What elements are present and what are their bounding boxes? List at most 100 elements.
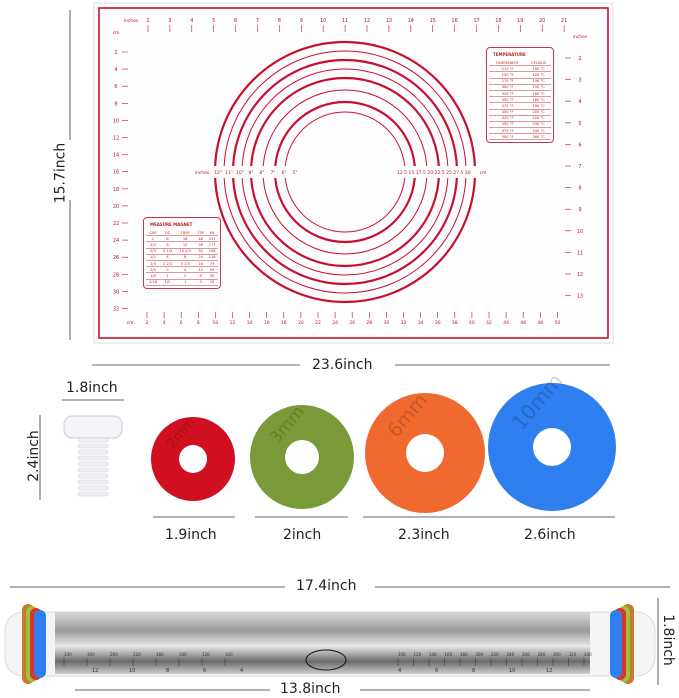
table-cell: 475 °F [489,127,527,135]
spacer-ring-hole [406,434,444,472]
spacer-ring-hole [179,445,207,473]
temperature-title: TEMPERATURE [493,52,526,57]
ruler-tick-label: 10 [320,18,326,24]
circle-cm-label: 25 [446,170,452,176]
table-cell: 4 [175,266,195,274]
pin-scale-label: 140 [429,652,437,657]
ruler-tick-label: 22 [315,320,321,326]
ruler-tick-label: 18 [495,18,501,24]
ruler-tick-label: 26 [349,320,355,326]
temperature-row: 475 °F 240 °C [489,127,551,135]
ruler-tick-label: 21 [561,18,567,24]
temperature-table: TEMPERATURE FAHRENHEIT CELSIUS 212 °F 100 °… [486,47,554,144]
ruler-tick-label: 5 [212,18,215,24]
ruler-tick-label: 8 [278,18,281,24]
temperature-row: 400 °F 200 °C [489,109,551,116]
mat-height-label: 15.7inch [52,142,69,204]
table-cell: 240 °C [526,127,551,135]
table-cell: 375 °F [489,102,527,110]
ruler-tick-label: 32 [113,307,119,313]
ruler-tick-label: 42 [486,320,492,326]
bolt-thread [77,491,109,497]
table-cell: 1/4 [146,266,160,274]
table-cell: 24 [194,254,207,261]
table-cell: 3/4 [146,241,160,249]
pin-inch-label: 12 [546,668,552,674]
table-cell: 59 [206,266,218,274]
circle-cm-label: 17.5 [416,170,426,176]
table-cell: 16 [175,235,195,243]
ruler-tick-label: 6 [234,18,237,24]
temperature-row: 212 °F 100 °C [489,65,551,73]
ruler-tick-label: 8 [114,101,117,107]
ruler-tick-label: 44 [503,320,509,326]
table-cell: 48 [194,235,207,243]
ruler-tick-label: 24 [332,320,338,326]
temperature-row: 350 °F 180 °C [489,96,551,104]
table-cell: 275 °F [489,78,527,85]
ruler-tick-label: 16 [113,170,119,176]
table-cell: 177 [206,241,218,249]
table-cell: 2 2/3 [159,260,176,268]
table-cell: 260 °C [526,133,551,141]
table-cell: 230 °C [526,121,551,129]
ruler-tick-label: 12 [577,272,583,278]
ruler-tick-label: 10 [213,320,219,326]
ruler-tick-label: 5 [578,121,581,127]
ruler-tick-label: 36 [435,320,441,326]
measure-row: 1 8 16 48 237 [146,235,218,243]
table-cell: 220 °C [526,115,551,122]
mat-width-label: 23.6inch [312,357,373,373]
table-cell: 118 [206,254,218,261]
circle-cm-label: 12.5 [397,170,407,176]
circle-inch-label: 12" [214,170,222,176]
ring-size-label: 2.3inch [398,527,450,543]
ruler-tick-label: 38 [452,320,458,326]
ruler-tick-label: 2 [114,50,117,56]
circle-cm-label: 27.5 [453,170,463,176]
bolt-head [63,415,123,439]
table-cell: 140 °C [526,78,551,85]
measure-row: 1/4 2 4 12 59 [146,266,218,274]
table-cell: 212 °F [489,65,527,73]
pin-inch-label: 6 [435,668,438,674]
table-cell: 5 1/3 [159,248,176,255]
ruler-tick-label: 3 [578,78,581,84]
pin-scale-label: 180 [156,652,164,657]
table-cell: 1/2 [146,254,160,261]
bolt-height-label: 2.4inch [25,430,42,482]
temperature-row: 425 °F 220 °C [489,115,551,122]
ruler-tick-label: 18 [281,320,287,326]
ruler-tick-label: 9 [300,18,303,24]
ruler-tick-label: 28 [366,320,372,326]
ruler-tick-label: 4 [114,67,117,73]
ruler-tick-label: 28 [113,272,119,278]
table-cell: 16 [194,260,207,268]
circle-unit-label: cm [480,171,487,176]
pin-scale-label: 260 [110,652,118,657]
ruler-tick-label: 7 [256,18,259,24]
table-cell: 1/16 [146,279,160,286]
table-cell: 2/3 [146,248,160,255]
pin-scale-label: 120 [414,652,422,657]
ruler-unit-label: cm [127,321,134,326]
circle-inch-label: 9" [249,170,254,176]
pin-scale-label: 340 [64,652,72,657]
pin-scale-label: 200 [476,652,484,657]
table-cell: 8 [175,254,195,261]
circle-inch-label: 11" [225,170,233,176]
ruler-tick-label: 40 [469,320,475,326]
table-cell: 300 °F [489,84,527,91]
circle-label-band [190,166,500,178]
table-cell: 1/8 [146,272,160,280]
bolt-thread [77,437,109,443]
table-cell: 250 °F [489,71,527,79]
ruler-tick-label: 22 [113,221,119,227]
ruler-tick-label: 48 [537,320,543,326]
pin-inch-label: 8 [166,668,169,674]
bolt-width-label: 1.8inch [66,380,118,396]
pin-spacer-ring [610,610,622,678]
table-cell: 425 °F [489,115,527,122]
temperature-header: FAHRENHEIT CELSIUS [489,60,551,67]
